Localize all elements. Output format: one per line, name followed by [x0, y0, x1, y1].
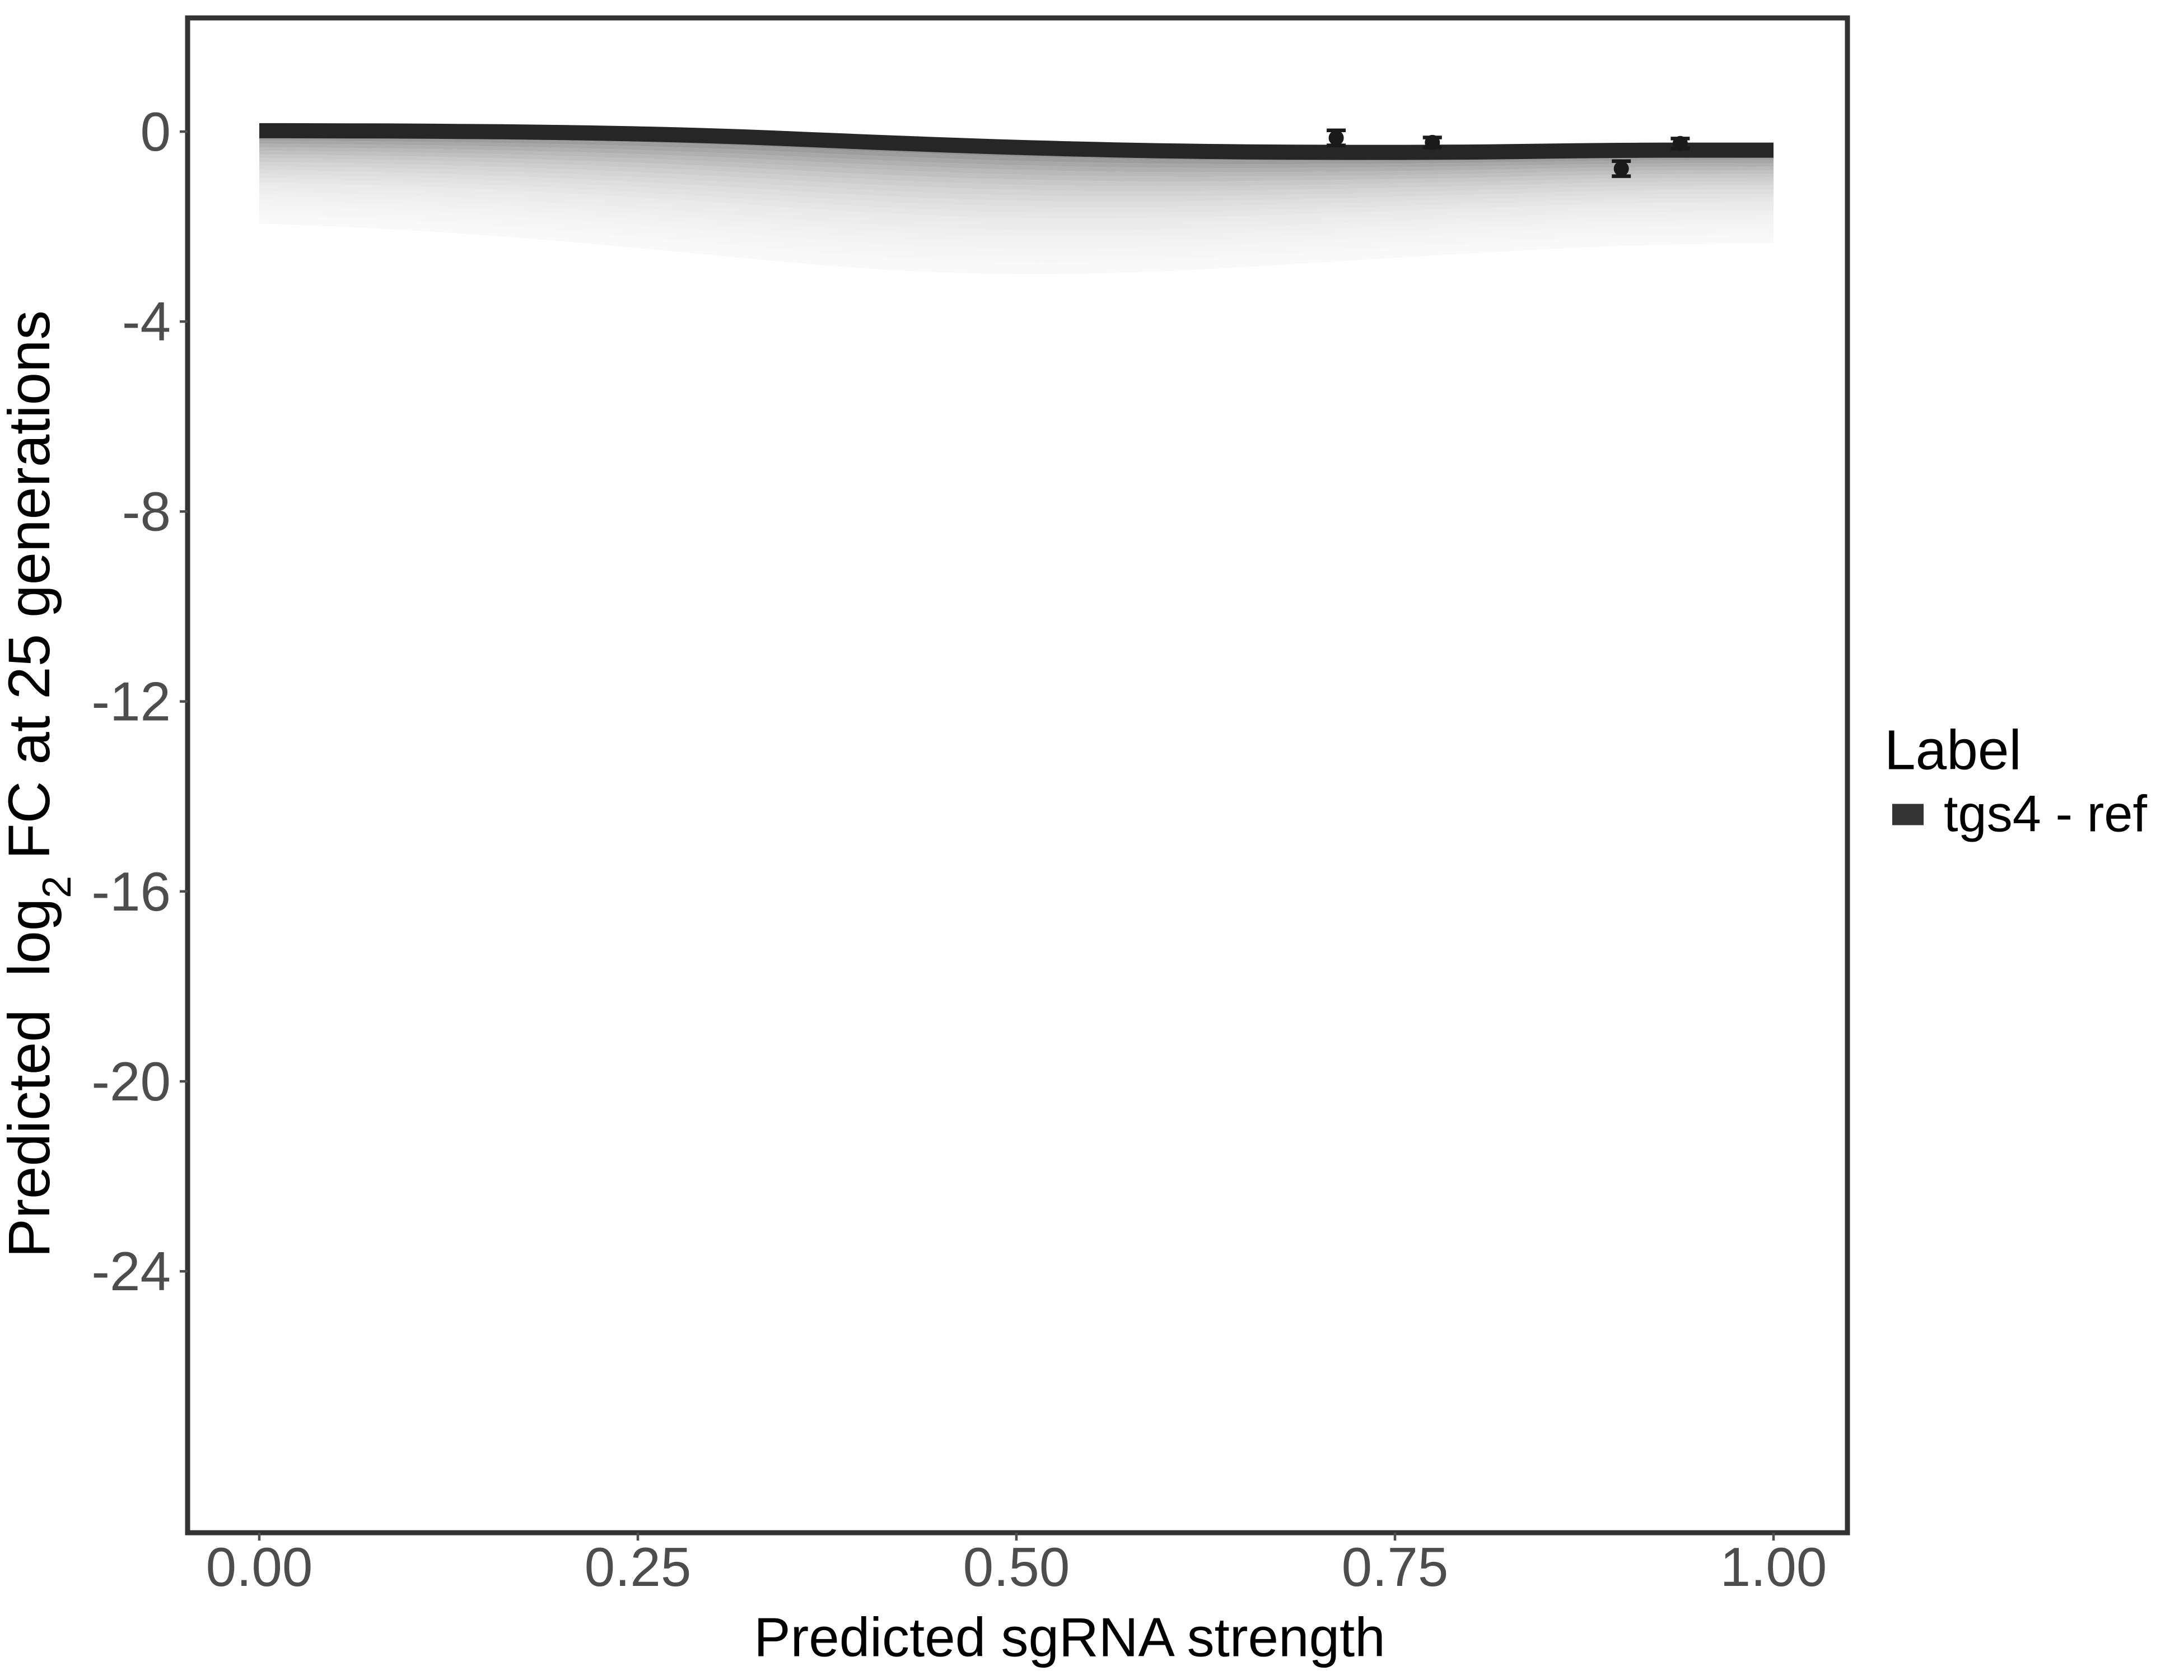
- svg-text:-12: -12: [91, 671, 171, 732]
- svg-text:0.25: 0.25: [585, 1536, 692, 1598]
- svg-text:0.75: 0.75: [1342, 1536, 1449, 1598]
- svg-text:-4: -4: [122, 291, 171, 352]
- svg-text:1.00: 1.00: [1720, 1536, 1827, 1598]
- svg-text:-24: -24: [91, 1240, 171, 1302]
- svg-text:0.50: 0.50: [963, 1536, 1070, 1598]
- svg-text:0: 0: [140, 101, 171, 162]
- svg-text:0.00: 0.00: [206, 1536, 313, 1598]
- svg-text:-20: -20: [91, 1051, 171, 1112]
- svg-text:-8: -8: [122, 480, 171, 542]
- svg-text:-16: -16: [91, 861, 171, 922]
